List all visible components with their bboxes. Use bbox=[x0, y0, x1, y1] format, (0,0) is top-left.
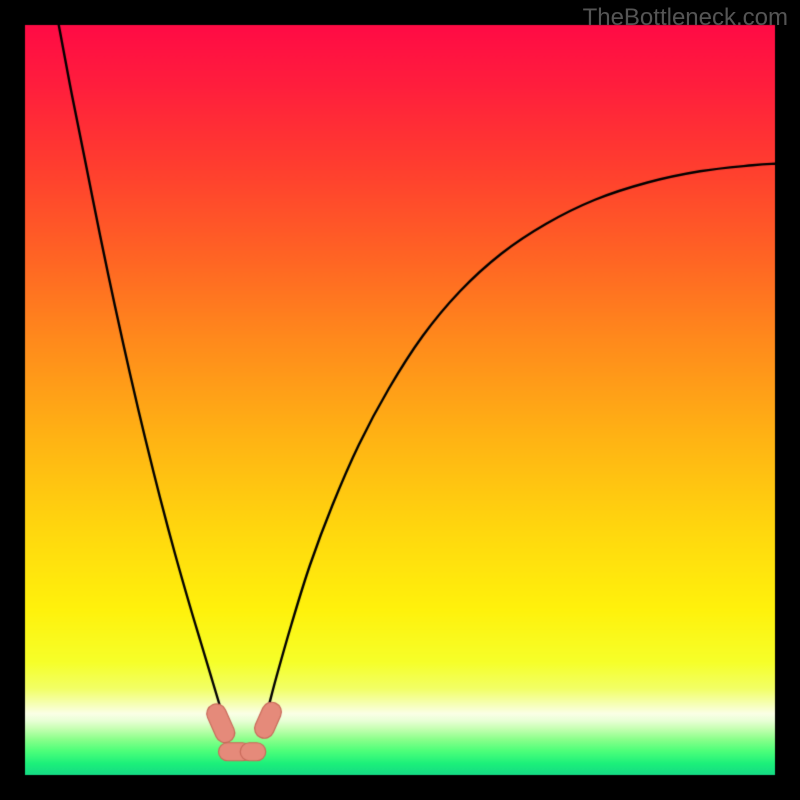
bottleneck-curve-chart bbox=[0, 0, 800, 800]
chart-root: TheBottleneck.com bbox=[0, 0, 800, 800]
watermark-text: TheBottleneck.com bbox=[583, 4, 788, 32]
